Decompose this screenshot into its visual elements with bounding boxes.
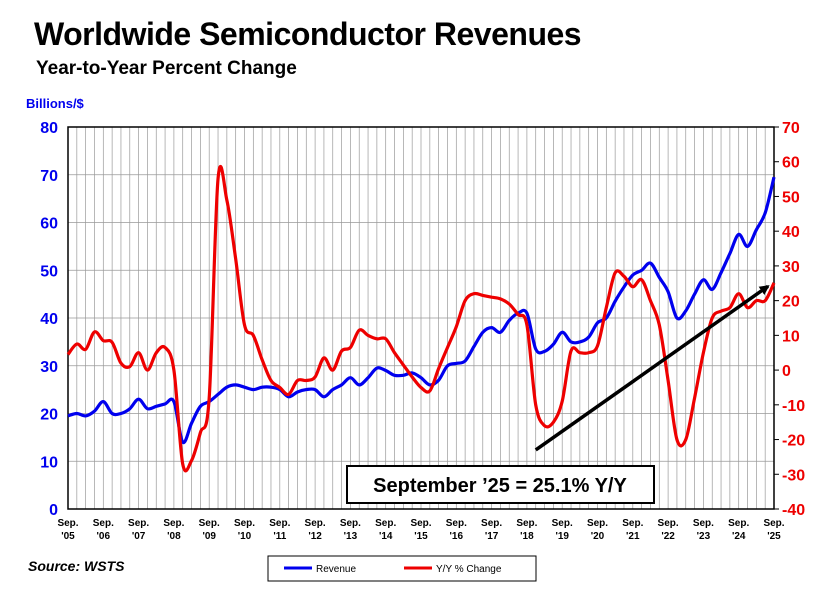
x-axis-tick-label: Sep. '23: [693, 518, 714, 542]
x-axis-tick-label: Sep. '06: [93, 518, 114, 542]
chart-title: Worldwide Semiconductor Revenues: [34, 16, 582, 52]
left-axis-tick-label: 80: [40, 120, 58, 137]
left-axis-tick-label: 60: [40, 216, 58, 233]
x-axis-tick-label: Sep. '21: [622, 518, 643, 542]
left-axis-tick-label: 70: [40, 168, 58, 185]
right-axis-tick-label: -20: [782, 433, 805, 450]
left-axis-tick-label: 0: [49, 502, 58, 519]
legend-yoy-label: Y/Y % Change: [436, 564, 502, 575]
left-axis-tick-label: 30: [40, 359, 58, 376]
annotation-text: September ’25 = 25.1% Y/Y: [373, 475, 627, 497]
x-axis-tick-label: Sep. '24: [728, 518, 749, 542]
x-axis-tick-label: Sep. '08: [163, 518, 184, 542]
left-axis-tick-label: 20: [40, 407, 58, 424]
legend: Revenue Y/Y % Change: [267, 555, 537, 582]
right-axis-tick-label: 10: [782, 328, 800, 345]
legend-revenue-label: Revenue: [316, 564, 356, 575]
x-axis-tick-label: Sep. '15: [410, 518, 431, 542]
grid-lines: [67, 126, 775, 510]
x-axis-tick-label: Sep. '05: [57, 518, 78, 542]
left-axis-label: Billions/$: [26, 96, 85, 111]
annotation-box: September ’25 = 25.1% Y/Y: [346, 465, 655, 504]
left-axis: 0 10 20 30 40 50 60 70 80: [40, 120, 58, 519]
right-axis-tick-label: 0: [782, 363, 791, 380]
right-axis-tick-label: -10: [782, 398, 805, 415]
x-axis-tick-label: Sep. '18: [516, 518, 537, 542]
x-axis-tick-label: Sep. '11: [269, 518, 290, 542]
left-axis-tick-label: 10: [40, 454, 58, 471]
x-axis-tick-label: Sep. '17: [481, 518, 502, 542]
right-axis-tick-label: 60: [782, 155, 800, 172]
x-axis-tick-label: Sep. '14: [375, 518, 396, 542]
source-note: Source: WSTS: [28, 558, 125, 574]
x-axis-tick-label: Sep. '20: [587, 518, 608, 542]
x-axis-tick-label: Sep. '25: [763, 518, 784, 542]
x-axis-tick-label: Sep. '19: [552, 518, 573, 542]
revenue-series-line: [67, 176, 776, 445]
x-axis-tick-label: Sep. '09: [199, 518, 220, 542]
series-layer: [66, 164, 776, 473]
chart-subtitle: Year-to-Year Percent Change: [36, 58, 297, 79]
right-axis-tick-label: 20: [782, 294, 800, 311]
x-axis-tick-label: Sep. '12: [305, 518, 326, 542]
right-axis: -40 -30 -20 -10 0 10 20 30 40 50 60 70: [774, 120, 805, 519]
right-axis-tick-label: -30: [782, 467, 805, 484]
trend-arrow: [534, 284, 770, 452]
right-axis-tick-label: 70: [782, 120, 800, 137]
right-axis-tick-label: 50: [782, 189, 800, 206]
x-axis-tick-label: Sep. '07: [128, 518, 149, 542]
plot-frame: [67, 126, 775, 510]
x-axis-tick-label: Sep. '16: [446, 518, 467, 542]
right-axis-tick-label: 30: [782, 259, 800, 276]
yoy-series-line: [66, 164, 776, 473]
left-axis-tick-label: 50: [40, 263, 58, 280]
x-axis-tick-label: Sep. '22: [658, 518, 679, 542]
right-axis-tick-label: 40: [782, 224, 800, 241]
x-axis-tick-label: Sep. '10: [234, 518, 255, 542]
left-axis-tick-label: 40: [40, 311, 58, 328]
right-axis-tick-label: -40: [782, 502, 805, 519]
x-axis-tick-label: Sep. '13: [340, 518, 361, 542]
x-axis: Sep. '05 Sep. '06 Sep. '07 Sep. '08 Sep. '09 Sep. '…: [57, 518, 784, 542]
